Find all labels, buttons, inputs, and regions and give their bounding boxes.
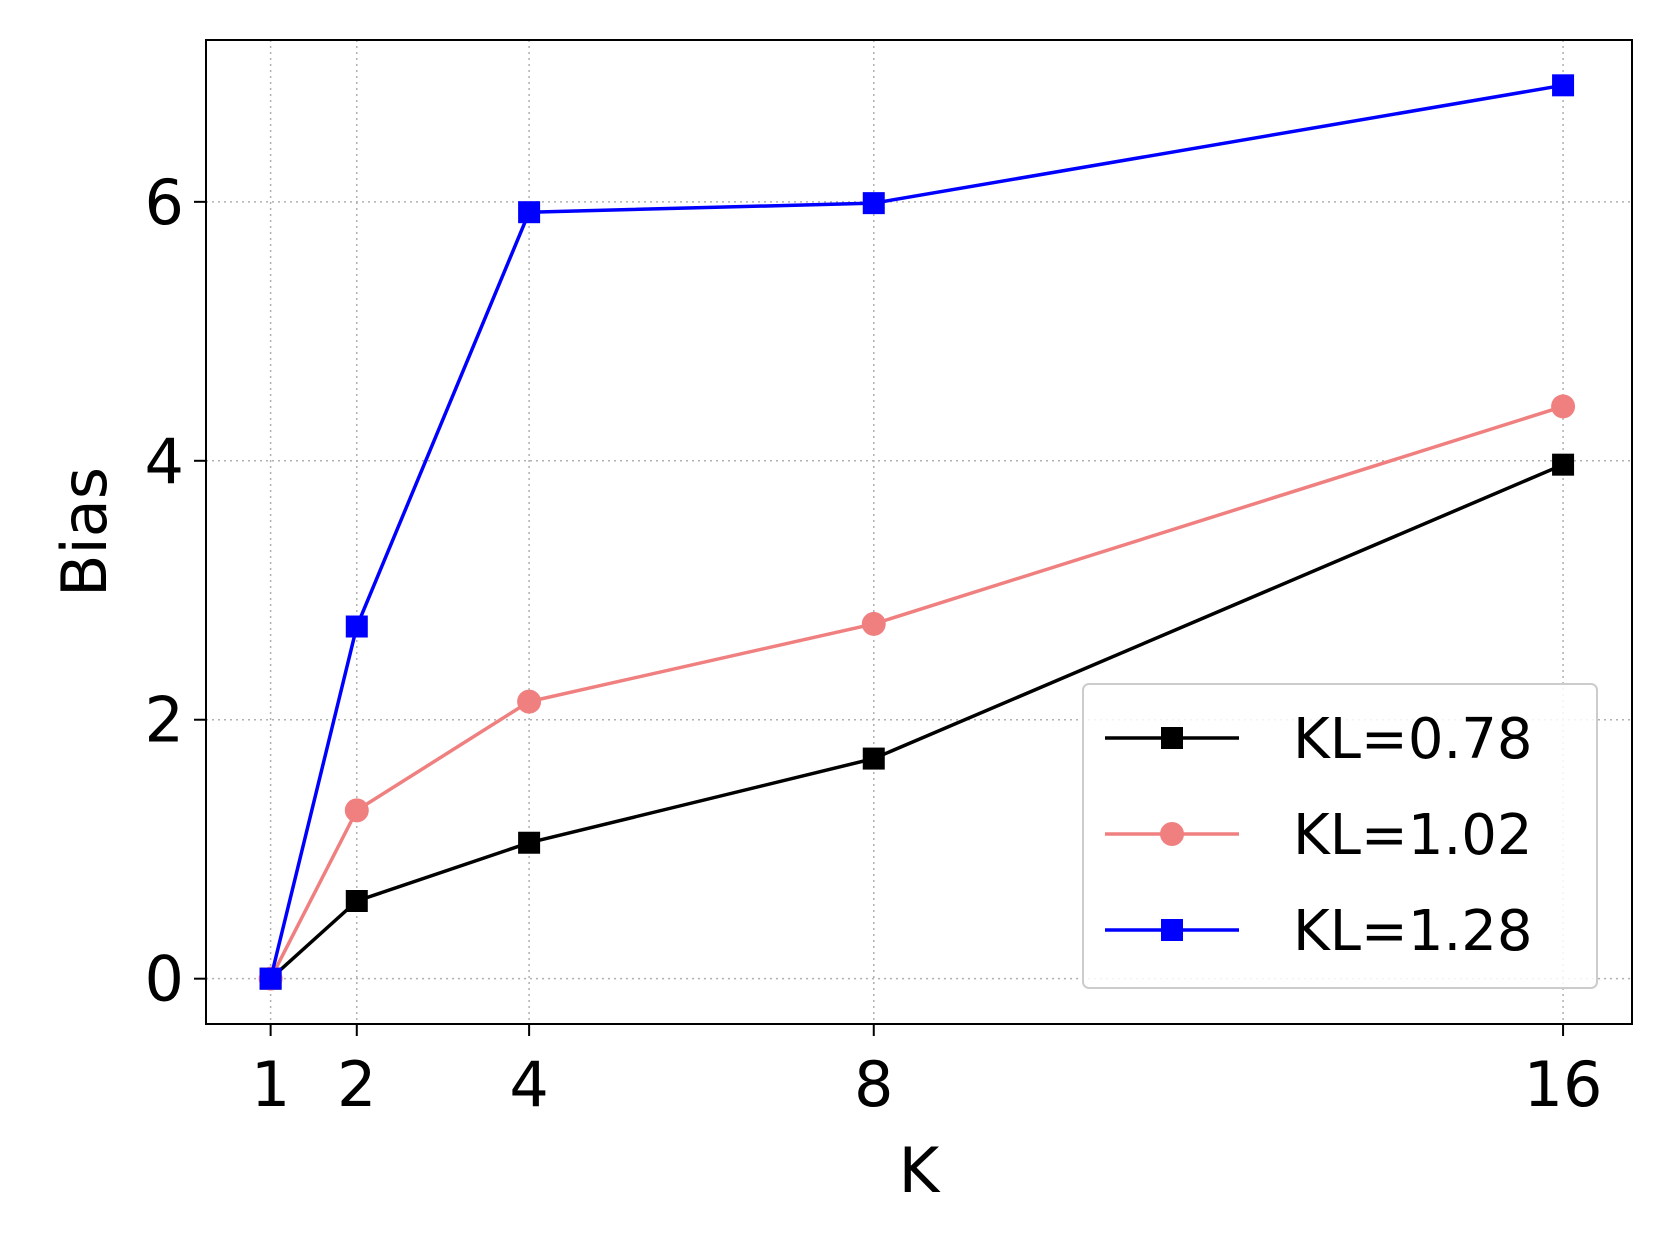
legend-label: KL=0.78 <box>1293 707 1533 772</box>
data-point-marker <box>1552 74 1575 97</box>
plot-area-frame <box>205 39 1633 1025</box>
data-point-marker <box>345 890 368 912</box>
y-tick-label: 0 <box>145 943 184 1016</box>
legend-label: KL=1.02 <box>1293 803 1533 868</box>
y-tick-label: 4 <box>145 425 184 498</box>
data-point-marker <box>1161 727 1183 749</box>
y-tick-label: 6 <box>145 166 184 239</box>
x-axis-label: K <box>899 1134 941 1207</box>
data-point-marker <box>518 831 541 854</box>
data-point-marker <box>1552 453 1575 476</box>
data-point-marker <box>518 201 541 224</box>
legend-item: KL=0.78 <box>1105 707 1533 772</box>
legend-item: KL=1.28 <box>1105 899 1533 964</box>
data-point-marker <box>1160 822 1184 846</box>
data-point-marker <box>344 798 369 823</box>
x-tick-label: 1 <box>251 1048 290 1121</box>
data-point-marker <box>259 967 282 990</box>
y-axis-label: Bias <box>48 467 121 597</box>
data-point-marker <box>1551 394 1576 419</box>
legend-box <box>1082 683 1598 989</box>
series-3 <box>259 74 1575 990</box>
x-tick-label: 8 <box>854 1048 893 1121</box>
data-point-marker <box>1161 919 1183 941</box>
legend-label: KL=1.28 <box>1293 899 1533 964</box>
legend-item: KL=1.02 <box>1105 803 1533 868</box>
data-point-marker <box>861 611 886 636</box>
data-point-marker <box>862 192 885 215</box>
legend: KL=0.78 KL=1.02 KL=1.28 <box>1082 683 1598 989</box>
data-point-marker <box>862 747 885 770</box>
x-tick-label: 2 <box>337 1048 376 1121</box>
x-tick-label: 4 <box>509 1048 548 1121</box>
x-tick-label: 16 <box>1524 1048 1603 1121</box>
y-tick-label: 2 <box>145 684 184 757</box>
data-point-marker <box>345 615 368 638</box>
data-point-marker <box>517 689 542 714</box>
series-lines <box>258 74 1576 991</box>
